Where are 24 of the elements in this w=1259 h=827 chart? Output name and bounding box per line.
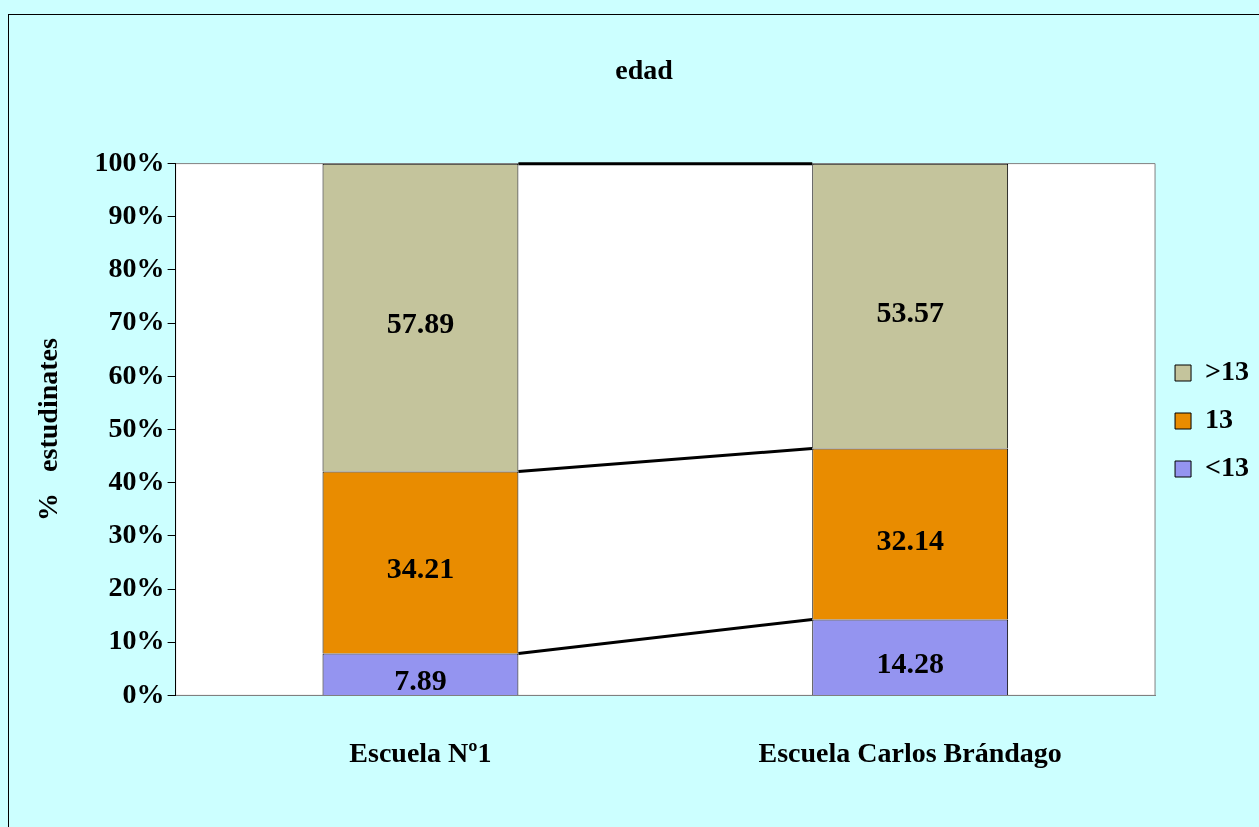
data-label: 34.21	[386, 551, 455, 585]
chart-title: edad	[615, 54, 674, 86]
data-label: 32.14	[876, 522, 944, 556]
x-tick-label: Escuela Nº1	[349, 737, 492, 769]
x-tick-label: Escuela Carlos Brándago	[758, 737, 1062, 769]
y-axis-title: % estudinates	[32, 338, 64, 521]
y-tick-label: 80%	[108, 252, 165, 284]
y-tick-label: 60%	[108, 358, 165, 390]
y-tick-label: 90%	[108, 199, 165, 231]
y-tick-label: 10%	[108, 624, 165, 656]
y-tick-label: 0%	[122, 677, 165, 709]
y-tick-label: 40%	[108, 464, 165, 496]
data-label: 53.57	[876, 294, 944, 328]
legend-label: >13	[1205, 355, 1250, 387]
y-tick-label: 30%	[108, 518, 165, 550]
y-tick-label: 50%	[108, 411, 165, 443]
legend-label: 13	[1205, 403, 1234, 435]
y-tick-label: 100%	[94, 145, 165, 177]
legend-label: <13	[1205, 451, 1250, 483]
data-label: 14.28	[876, 645, 944, 679]
y-tick-label: 20%	[108, 571, 165, 603]
data-label: 57.89	[386, 306, 455, 340]
data-label: 7.89	[394, 662, 447, 696]
y-tick-label: 70%	[108, 305, 165, 337]
